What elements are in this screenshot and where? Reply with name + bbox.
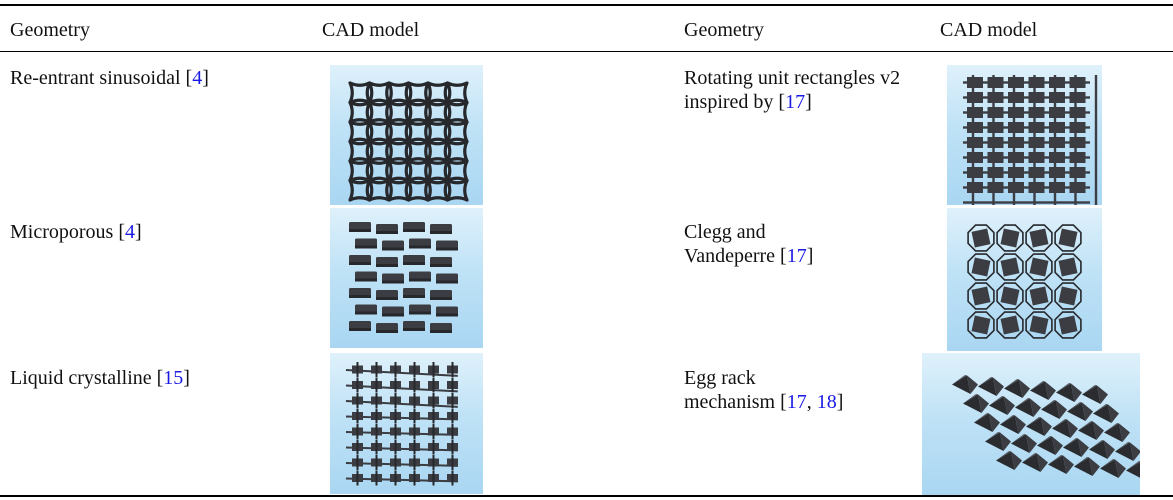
header-geometry-right: Geometry	[684, 19, 764, 41]
geometry-liquid-crystalline: Liquid crystalline [15]	[10, 367, 190, 389]
cad-model-clegg-and-vandeperre	[947, 208, 1102, 351]
table-bottom-rule	[0, 495, 1173, 497]
cad-model-liquid-crystalline	[330, 353, 483, 494]
table-top-rule	[0, 4, 1173, 6]
citation-link[interactable]: 17	[785, 91, 806, 113]
citation-link[interactable]: 15	[163, 367, 184, 389]
citation-link[interactable]: 4	[124, 221, 135, 243]
citation-link[interactable]: 4	[192, 67, 203, 89]
cad-model-re-entrant-sinusoidal	[330, 65, 483, 205]
citation-link[interactable]: 17	[786, 391, 807, 413]
header-cad-model-left: CAD model	[322, 19, 420, 41]
geometry-rotating-unit-rectangles: Rotating unit rectangles v2 inspired by …	[684, 67, 901, 113]
table-header-rule	[0, 51, 1173, 52]
citation-link[interactable]: 18	[816, 391, 837, 413]
cad-model-microporous	[330, 208, 483, 348]
cad-model-egg-rack-mechanism	[922, 353, 1140, 497]
geometry-re-entrant-sinusoidal: Re-entrant sinusoidal [4]	[10, 67, 209, 89]
geometry-egg-rack-mechanism: Egg rack mechanism [17, 18]	[684, 367, 844, 413]
geometry-microporous: Microporous [4]	[10, 221, 142, 243]
citation-link[interactable]: 17	[786, 245, 807, 267]
header-geometry-left: Geometry	[10, 19, 90, 41]
cad-model-rotating-unit-rectangles	[947, 65, 1102, 205]
geometry-clegg-and-vandeperre: Clegg and Vandeperre [17]	[684, 221, 814, 267]
header-cad-model-right: CAD model	[940, 19, 1038, 41]
